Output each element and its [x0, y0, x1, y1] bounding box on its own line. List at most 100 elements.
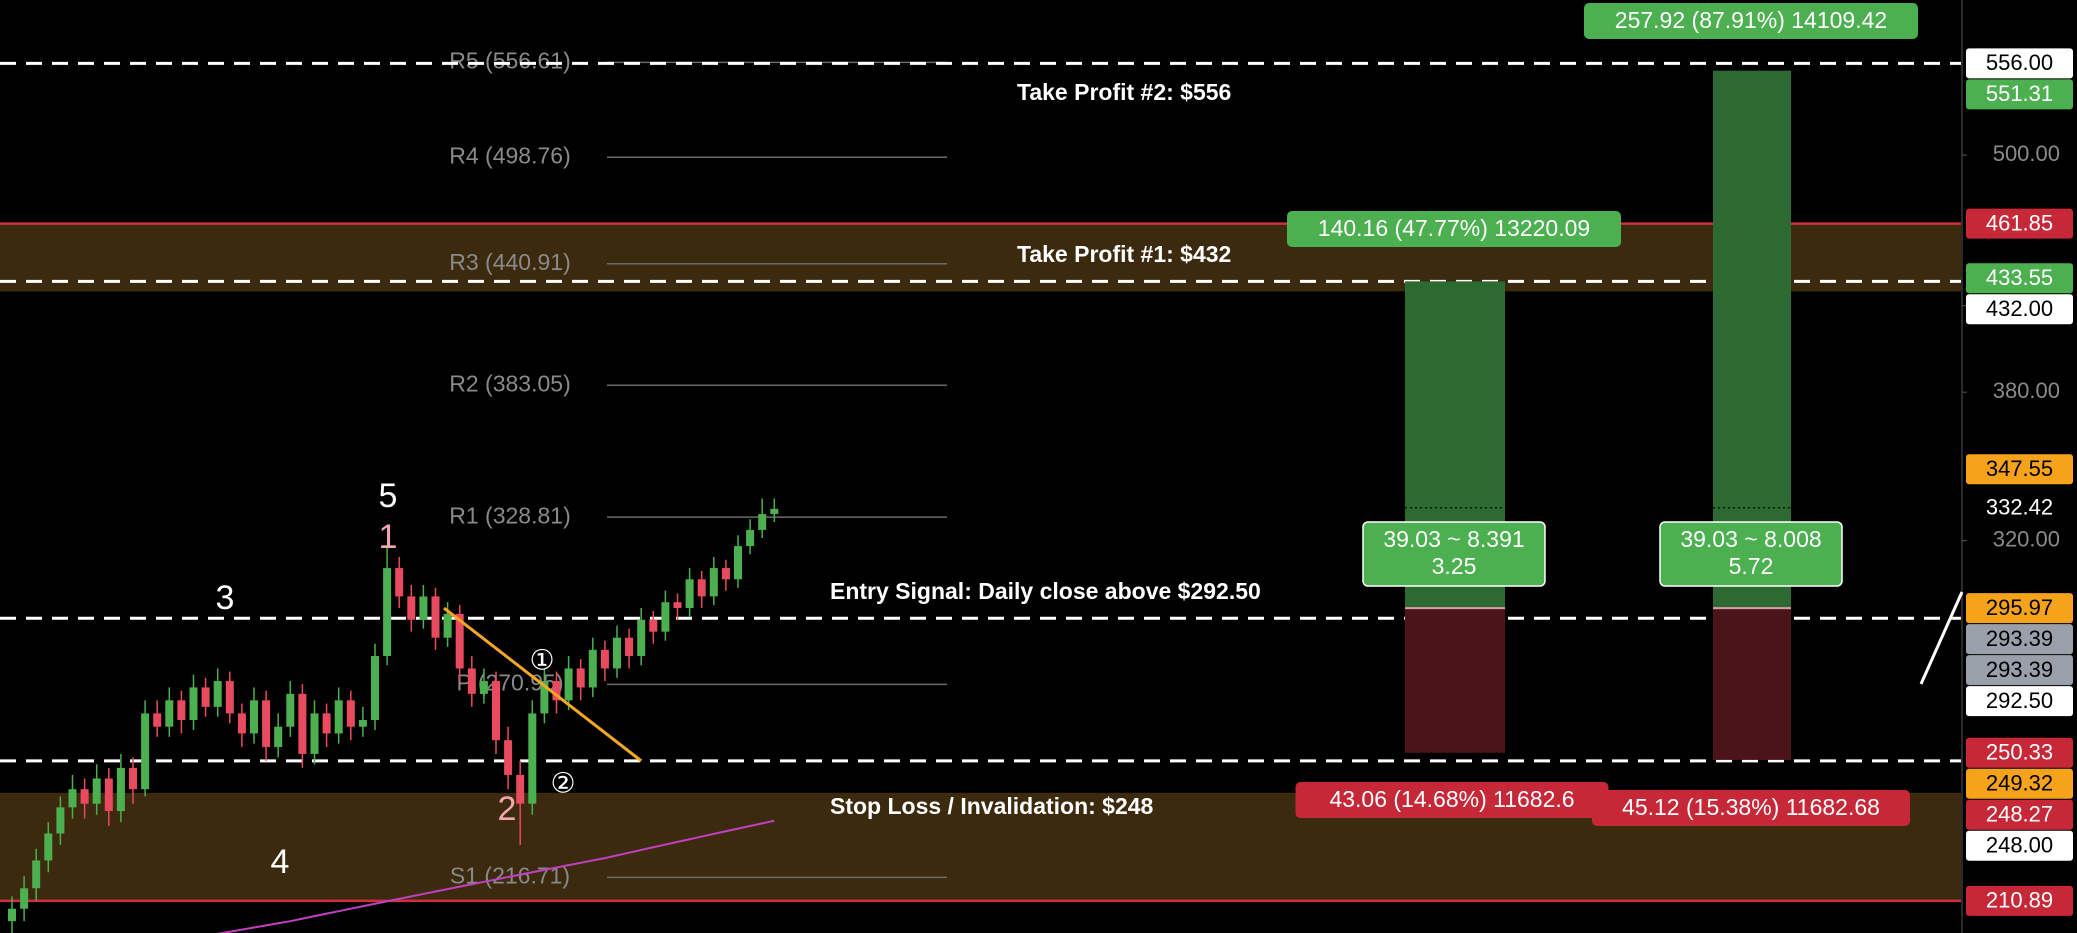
ratio-value: 5.72 — [1729, 553, 1774, 579]
candle-body — [673, 602, 682, 609]
price-tag — [1966, 492, 2073, 523]
price-tag-label: 332.42 — [1986, 495, 2053, 520]
price-tag-label: 432.00 — [1986, 296, 2053, 321]
price-tag — [1966, 885, 2073, 916]
candle-body — [588, 649, 597, 688]
price-tag — [1966, 208, 2073, 239]
candle-body — [407, 596, 416, 620]
price-tag-label: 556.00 — [1986, 50, 2053, 75]
candle-body — [213, 681, 222, 707]
pivot-label: R3 (440.91) — [449, 249, 570, 275]
candle-body — [479, 681, 488, 694]
candle-body — [68, 789, 77, 808]
profit-label: 140.16 (47.77%) 13220.09 — [1318, 215, 1590, 241]
trendline — [443, 606, 643, 763]
candle-body — [613, 637, 621, 669]
annotation: Take Profit #1: $432 — [1017, 241, 1231, 267]
candle-body — [721, 568, 730, 580]
candle-body — [576, 668, 585, 688]
candle-body — [250, 700, 258, 734]
candle-body — [104, 778, 113, 812]
candle-body — [298, 693, 307, 754]
price-tag-label: 293.39 — [1986, 626, 2053, 651]
candle-body — [697, 579, 706, 597]
candle-body — [600, 649, 609, 669]
candle-body — [661, 602, 670, 632]
profit-label-box — [1584, 3, 1918, 39]
pivot-label: R5 (556.61) — [449, 47, 570, 73]
pivot-label: R1 (328.81) — [449, 502, 570, 528]
candle-body — [734, 546, 742, 580]
candle-body — [371, 656, 379, 721]
candle-body — [262, 700, 271, 748]
ratio-label: 39.03 ~ 8.008 — [1680, 526, 1821, 552]
candle-body — [358, 720, 367, 727]
candle-body — [564, 668, 573, 701]
y-tick-label: 500.00 — [1993, 141, 2060, 166]
candle-body — [201, 687, 210, 707]
candle-body — [431, 596, 440, 638]
candle-body — [540, 681, 549, 714]
candle-body — [746, 529, 755, 547]
candle-body — [322, 713, 331, 734]
loss-label: 45.12 (15.38%) 11682.68 — [1622, 794, 1880, 820]
wave-label: 2 — [498, 790, 517, 828]
price-tag-label: 210.89 — [1986, 888, 2053, 913]
price-tag-label: 249.32 — [1986, 771, 2053, 796]
price-tag — [1966, 737, 2073, 768]
annotation: Entry Signal: Daily close above $292.50 — [830, 578, 1261, 604]
ratio-value: 3.25 — [1432, 553, 1477, 579]
wave-label: 5 — [379, 477, 398, 515]
candle-body — [56, 807, 65, 834]
ratio-label-box — [1659, 521, 1843, 587]
price-tag — [1966, 593, 2073, 624]
candle-body — [129, 767, 137, 790]
candle-body — [8, 908, 16, 922]
price-tag-label: 551.31 — [1986, 81, 2053, 106]
candle-body — [346, 700, 355, 727]
candle-body — [770, 508, 779, 515]
wave-label: ① — [529, 644, 554, 675]
scale-handle — [1919, 591, 1964, 685]
price-tag — [1966, 768, 2073, 799]
candle-body — [80, 789, 89, 804]
annotation: Stop Loss / Invalidation: $248 — [830, 793, 1154, 819]
candle-body — [455, 613, 464, 669]
loss-label-box — [1592, 790, 1910, 826]
wave-label: 1 — [379, 518, 398, 556]
candle-body — [32, 860, 41, 889]
y-tick-label: 320.00 — [1993, 526, 2060, 551]
loss-label: 43.06 (14.68%) 11682.6 — [1329, 786, 1574, 812]
candle-body — [625, 637, 634, 657]
price-tag-label: 250.33 — [1986, 740, 2053, 765]
price-tag — [1966, 624, 2073, 655]
pivot-label: R4 (498.76) — [449, 142, 570, 168]
candle-body — [467, 668, 476, 694]
candle-body — [552, 681, 561, 701]
loss-zone — [1713, 608, 1791, 760]
loss-label-box — [1295, 782, 1609, 818]
profit-label-box — [1287, 211, 1621, 247]
price-tag — [1966, 79, 2073, 110]
candle-body — [310, 713, 319, 754]
price-tag-label: 248.27 — [1986, 802, 2053, 827]
price-tag — [1966, 48, 2073, 79]
candle-body — [20, 888, 29, 909]
candle-body — [116, 767, 125, 812]
candle-body — [383, 568, 392, 657]
candle-body — [225, 681, 234, 714]
candle-body — [274, 726, 283, 748]
candle-body — [516, 774, 525, 804]
price-tag-label: 347.55 — [1986, 456, 2053, 481]
candle-body — [528, 713, 537, 804]
price-tag — [1966, 686, 2073, 717]
candle-body — [334, 700, 343, 734]
candle-body — [237, 713, 246, 734]
candle-body — [141, 713, 150, 790]
wave-label: ② — [550, 767, 575, 798]
candle-body — [153, 713, 162, 727]
price-tag — [1966, 294, 2073, 325]
candle-body — [649, 619, 658, 632]
ratio-label: 39.03 ~ 8.391 — [1383, 526, 1524, 552]
